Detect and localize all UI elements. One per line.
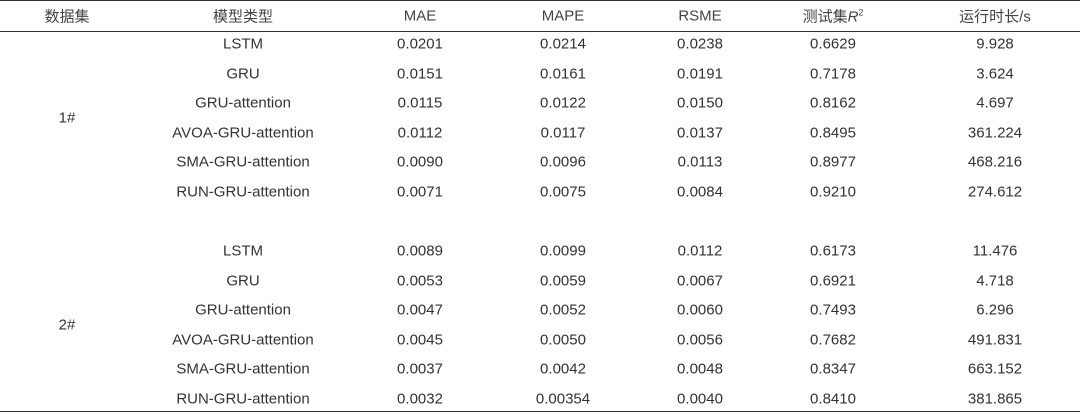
rsme-value: 0.0060 [677,301,723,319]
header-sup: 2 [858,7,864,18]
header-cell: 模型类型 [212,8,274,26]
time-value: 468.216 [967,153,1023,171]
mape-value: 0.0042 [540,360,586,378]
time-value: 381.865 [967,390,1023,408]
rsme-value: 0.0238 [677,35,723,53]
r2-value: 0.8977 [810,153,856,171]
header-cell: RSME [678,7,722,25]
time-value: 361.224 [967,124,1023,142]
mae-value: 0.0032 [397,390,443,408]
time-value: 11.476 [972,242,1018,260]
r2-value: 0.7493 [810,301,856,319]
model-name: GRU-attention [195,301,291,319]
mae-value: 0.0151 [397,65,443,83]
mae-value: 0.0037 [397,360,443,378]
rsme-value: 0.0067 [677,272,723,290]
mae-value: 0.0201 [397,35,443,53]
time-value: 274.612 [967,183,1023,201]
dataset-label: 2# [58,316,76,334]
time-value: 9.928 [976,35,1014,53]
dataset-label: 1# [58,109,76,127]
r2-value: 0.8495 [810,124,856,142]
mape-value: 0.0050 [540,331,586,349]
r2-value: 0.6921 [810,272,856,290]
model-name: AVOA-GRU-attention [172,331,314,349]
time-value: 4.697 [976,94,1014,112]
mae-value: 0.0045 [397,331,443,349]
time-value: 3.624 [976,65,1014,83]
time-value: 663.152 [967,360,1023,378]
header-cell: 运行时长/s [959,8,1031,26]
model-name: RUN-GRU-attention [176,183,310,201]
time-value: 491.831 [967,331,1023,349]
model-name: SMA-GRU-attention [176,360,310,378]
mape-value: 0.0096 [540,153,586,171]
mape-value: 0.0099 [540,242,586,260]
r2-value: 0.7682 [810,331,856,349]
r2-value: 0.7178 [810,65,856,83]
header-text: 测试集 [802,8,848,26]
mae-value: 0.0047 [397,301,443,319]
mape-value: 0.0117 [540,124,586,142]
mae-value: 0.0071 [397,183,443,201]
bottom-rule [0,411,1080,412]
r2-value: 0.6173 [810,242,856,260]
model-name: SMA-GRU-attention [176,153,310,171]
r2-value: 0.6629 [810,35,856,53]
header-var: R [847,8,859,26]
mae-value: 0.0053 [397,272,443,290]
model-name: LSTM [222,35,264,53]
r2-value: 0.9210 [810,183,856,201]
model-name: GRU [226,272,260,290]
mae-value: 0.0090 [397,153,443,171]
rsme-value: 0.0112 [677,242,723,260]
r2-value: 0.8347 [810,360,856,378]
mape-value: 0.0122 [540,94,586,112]
header-rule [0,31,1080,32]
time-value: 4.718 [976,272,1014,290]
model-name: GRU-attention [195,94,291,112]
header-cell: 数据集 [44,8,90,26]
rsme-value: 0.0084 [677,183,723,201]
header-cell: MAPE [541,7,585,25]
rsme-value: 0.0150 [677,94,723,112]
r2-value: 0.8162 [810,94,856,112]
r2-value: 0.8410 [810,390,856,408]
rsme-value: 0.0048 [677,360,723,378]
model-name: LSTM [222,242,264,260]
time-value: 6.296 [976,301,1014,319]
model-name: RUN-GRU-attention [176,390,310,408]
rsme-value: 0.0191 [677,65,723,83]
mape-value: 0.0059 [540,272,586,290]
mae-value: 0.0112 [397,124,443,142]
rsme-value: 0.0056 [677,331,723,349]
mape-value: 0.0161 [540,65,586,83]
mape-value: 0.0075 [540,183,586,201]
model-name: GRU [226,65,260,83]
model-name: AVOA-GRU-attention [172,124,314,142]
header-cell: 测试集R2 [803,6,864,27]
mape-value: 0.0214 [540,35,586,53]
rsme-value: 0.0040 [677,390,723,408]
mae-value: 0.0115 [397,94,443,112]
header-cell: MAE [403,7,437,25]
mae-value: 0.0089 [397,242,443,260]
rsme-value: 0.0113 [677,153,723,171]
mape-value: 0.0052 [540,301,586,319]
top-rule [0,0,1080,1]
rsme-value: 0.0137 [677,124,723,142]
mape-value: 0.00354 [535,390,591,408]
